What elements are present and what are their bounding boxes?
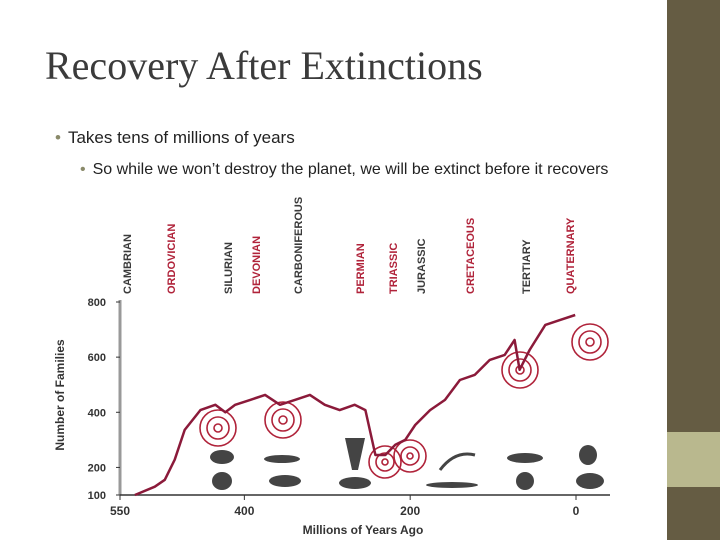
bullet: • Takes tens of millions of years [55,128,295,147]
period-label: CRETACEOUS [465,218,477,294]
period-label: TERTIARY [521,239,533,294]
x-tick-label: 400 [234,504,254,518]
period-label: DEVONIAN [251,236,263,294]
y-tick-label: 800 [88,297,106,309]
slide-title: Recovery After Extinctions [45,43,483,88]
data-line [134,313,576,497]
period-label: CARBONIFEROUS [293,197,305,294]
y-axis-label: Number of Families [53,339,67,451]
x-tick-label: 550 [110,504,130,518]
bullet-text: Takes tens of millions of years [67,128,295,147]
side-accent [667,432,720,487]
y-tick-label: 400 [88,407,106,419]
sub-bullet: • So while we won’t destroy the planet, w… [80,161,609,178]
period-label: ORDOVICIAN [166,224,178,294]
period-label: QUATERNARY [565,217,577,294]
y-tick-label: 200 [88,462,106,474]
x-axis-label: Millions of Years Ago [303,523,424,537]
x-tick-label: 0 [573,504,580,518]
extinction-targets [199,323,609,479]
y-tick-label: 600 [88,352,106,364]
bullet-text: So while we won’t destroy the planet, we… [92,161,609,178]
period-label: TRIASSIC [388,243,400,294]
y-tick-label: 100 [88,490,106,502]
period-label: CAMBRIAN [122,234,134,294]
period-label: SILURIAN [223,242,235,294]
period-label: PERMIAN [355,243,367,294]
x-tick-label: 200 [400,504,420,518]
fossil-icons [210,438,604,490]
period-label: JURASSIC [416,238,428,294]
